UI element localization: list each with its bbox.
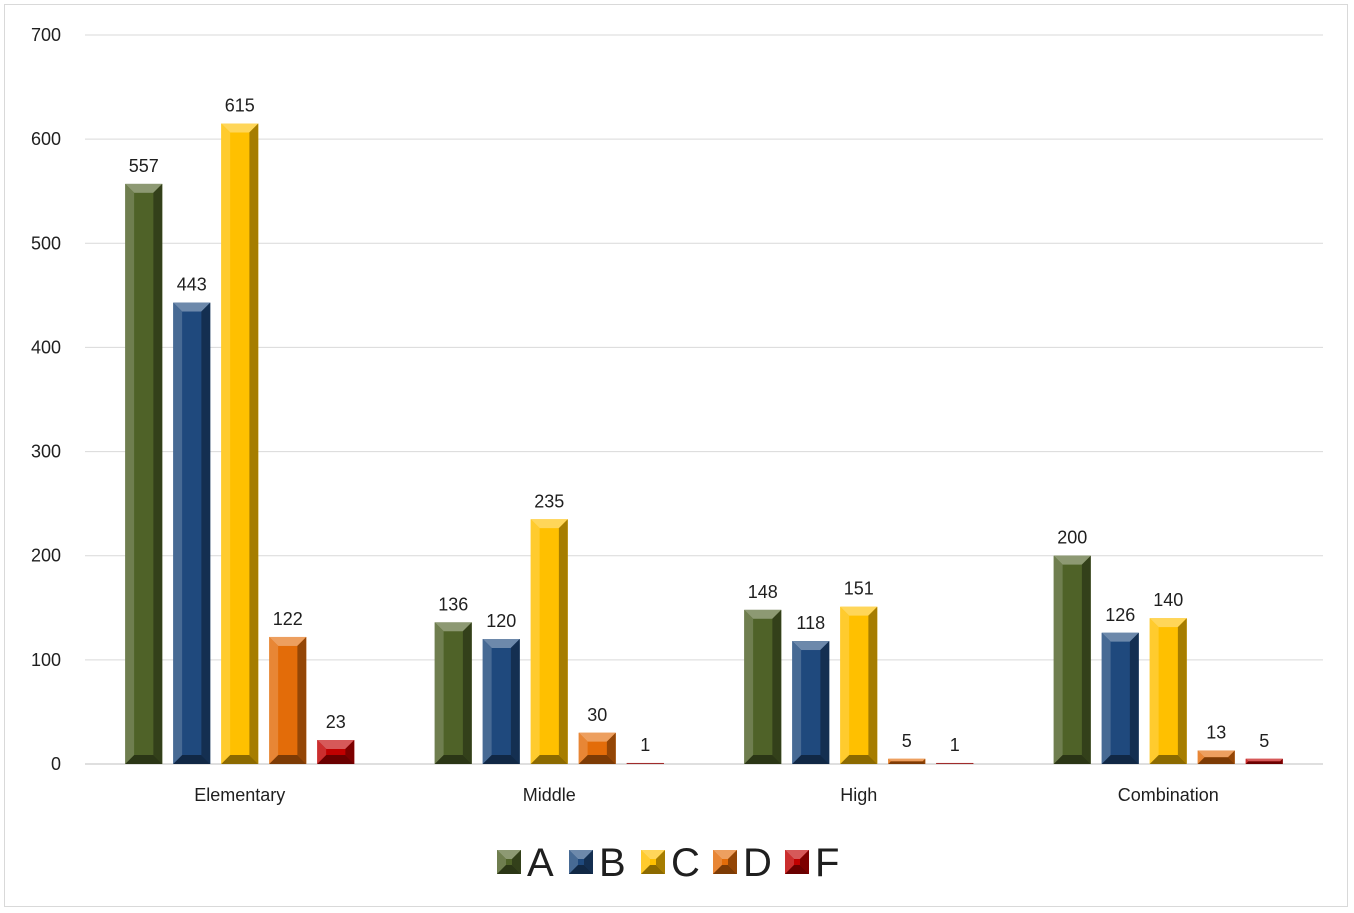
- y-tick-label: 0: [51, 754, 61, 774]
- y-tick-label: 100: [31, 650, 61, 670]
- data-label: 1: [640, 735, 650, 755]
- data-label: 136: [438, 594, 468, 614]
- data-label: 118: [796, 613, 825, 633]
- x-category-label: High: [840, 785, 877, 805]
- bar: [626, 762, 664, 764]
- data-label: 1: [950, 735, 960, 755]
- legend-item: A: [497, 841, 554, 885]
- data-label: 151: [844, 579, 874, 599]
- data-label: 120: [486, 611, 516, 631]
- y-axis-ticks: 0 100 200 300 400 500 600 700: [31, 25, 61, 774]
- y-tick-label: 300: [31, 442, 61, 462]
- bar: [173, 302, 211, 764]
- bar: [936, 762, 974, 764]
- bar: [221, 123, 259, 765]
- bar: [434, 622, 472, 764]
- y-tick-label: 700: [31, 25, 61, 45]
- bar: [269, 636, 307, 764]
- bar: [530, 519, 568, 764]
- data-label: 23: [326, 712, 346, 732]
- legend-label: B: [599, 841, 626, 885]
- chart-frame: 0 100 200 300 400 500 600 700 557 443 615 122 23 136…: [4, 4, 1348, 907]
- bar: [1245, 758, 1283, 764]
- bar: [317, 740, 355, 764]
- data-label: 5: [902, 731, 912, 751]
- legend-label: A: [527, 841, 554, 885]
- y-tick-label: 200: [31, 546, 61, 566]
- data-label: 126: [1105, 605, 1135, 625]
- bar: [125, 183, 163, 764]
- bars: [125, 123, 1283, 765]
- bar: [888, 758, 926, 764]
- legend-label: D: [743, 841, 772, 885]
- legend-swatch: [569, 850, 593, 874]
- x-category-label: Elementary: [194, 785, 285, 805]
- data-label: 30: [587, 705, 607, 725]
- bar: [1053, 555, 1091, 764]
- legend-item: D: [713, 841, 772, 885]
- legend-label: C: [671, 841, 700, 885]
- legend-item: B: [569, 841, 626, 885]
- y-tick-label: 400: [31, 337, 61, 357]
- legend-swatch: [785, 850, 809, 874]
- data-label: 200: [1057, 528, 1087, 548]
- bar: [840, 606, 878, 764]
- bar: [744, 609, 782, 764]
- legend-swatch: [497, 850, 521, 874]
- data-label: 13: [1206, 722, 1226, 742]
- data-label: 5: [1259, 731, 1269, 751]
- data-label: 122: [273, 609, 303, 629]
- data-label: 615: [225, 96, 255, 116]
- y-tick-label: 600: [31, 129, 61, 149]
- y-tick-label: 500: [31, 233, 61, 253]
- bar: [1149, 618, 1187, 764]
- legend-label: F: [815, 841, 839, 885]
- legend-swatch: [713, 850, 737, 874]
- data-label: 140: [1153, 590, 1183, 610]
- x-category-label: Middle: [523, 785, 576, 805]
- data-label: 235: [534, 491, 564, 511]
- legend-item: F: [785, 841, 839, 885]
- bar: [1101, 632, 1139, 764]
- legend-swatch: [641, 850, 665, 874]
- bar: [1197, 750, 1235, 764]
- bar: [482, 639, 520, 764]
- bar: [792, 641, 830, 764]
- x-category-label: Combination: [1118, 785, 1219, 805]
- data-label: 443: [177, 275, 207, 295]
- data-label: 557: [129, 156, 159, 176]
- x-axis-ticks: Elementary Middle High Combination: [194, 785, 1219, 805]
- data-label: 148: [748, 582, 778, 602]
- legend-item: C: [641, 841, 700, 885]
- bar-chart: 0 100 200 300 400 500 600 700 557 443 615 122 23 136…: [31, 25, 1323, 885]
- bar: [578, 732, 616, 764]
